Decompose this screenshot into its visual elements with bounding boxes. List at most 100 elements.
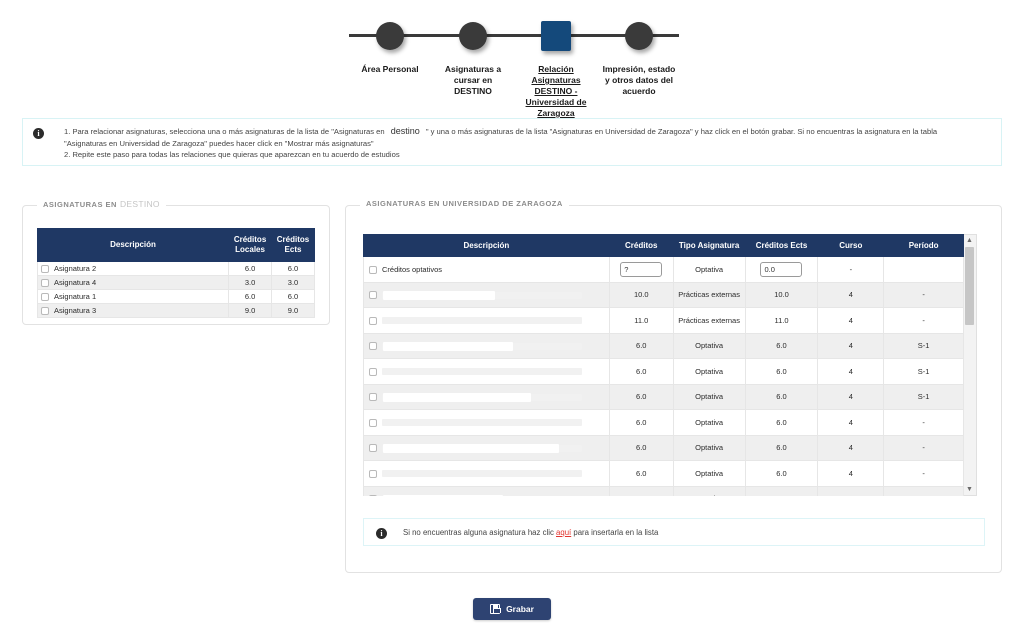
right-col-descripcion: Descripción — [363, 234, 610, 257]
table-row[interactable]: Créditos optativos? Optativa 0.0- — [363, 256, 964, 283]
row-tipo-asignatura: Prácticas externas — [672, 281, 746, 308]
row-descripcion-cell[interactable]: Asignatura 3 — [36, 303, 230, 318]
step-asignaturas-destino[interactable]: Asignaturas a cursar en DESTINO — [432, 8, 514, 97]
row-redacted-text — [382, 470, 582, 478]
row-checkbox[interactable] — [369, 418, 377, 427]
row-creditos-ects[interactable]: 0.0 — [744, 256, 819, 283]
right-table-scrollbar[interactable]: ▲ ▼ — [964, 234, 977, 496]
row-descripcion-cell[interactable]: Asignatura 1 — [36, 289, 230, 304]
row-tipo-asignatura: Optativa — [672, 383, 746, 410]
row-checkbox[interactable] — [369, 342, 377, 350]
row-creditos-ects: 10.0 — [744, 281, 819, 308]
step-circle-icon — [625, 22, 653, 50]
row-checkbox[interactable] — [41, 265, 49, 273]
row-curso: 4 — [817, 307, 885, 334]
instructions-line2: "Asignaturas en Universidad de Zaragoza"… — [64, 138, 374, 148]
row-checkbox[interactable] — [369, 291, 377, 299]
scrollbar-thumb[interactable] — [965, 247, 974, 325]
save-button[interactable]: Grabar — [473, 598, 551, 620]
row-checkbox[interactable] — [369, 495, 377, 496]
row-checkbox[interactable] — [369, 367, 377, 376]
stepper-connector-line — [349, 34, 679, 37]
row-periodo: S-1 — [883, 358, 964, 385]
right-col-creditos-ects: Créditos Ects — [744, 234, 819, 257]
table-row[interactable]: 11.0 Prácticas externas 11.0 4- — [363, 307, 964, 334]
row-checkbox[interactable] — [41, 279, 49, 287]
row-creditos-ects: 6.0 — [744, 383, 819, 410]
row-creditos-locales: 6.0 — [228, 289, 273, 304]
row-checkbox[interactable] — [369, 469, 377, 478]
step-area-personal[interactable]: Área Personal — [349, 8, 431, 75]
table-row[interactable]: Asignatura 3 9.0 9.0 — [36, 303, 315, 318]
row-curso: 4 — [817, 281, 885, 308]
table-row[interactable]: 6.0 Optativa 6.0 4 S-1 — [363, 332, 964, 359]
step-relacion-asignaturas[interactable]: Relación Asignaturas DESTINO - Universid… — [515, 8, 597, 119]
row-periodo: - — [883, 281, 964, 308]
row-descripcion-text: Asignatura 4 — [54, 277, 97, 287]
scroll-up-arrow-icon[interactable]: ▲ — [964, 235, 975, 246]
row-descripcion-cell[interactable] — [363, 383, 610, 410]
table-row[interactable]: 6.0 Optativa 6.0 4 S-1 — [363, 383, 964, 410]
row-tipo-asignatura: Optativa — [672, 358, 746, 385]
insert-here-link[interactable]: aquí — [556, 527, 572, 537]
step-label-impresion-estado: Impresión, estado y otros datos del acue… — [602, 64, 676, 96]
row-curso: 4 — [817, 460, 885, 487]
row-descripcion-cell[interactable] — [363, 485, 610, 496]
row-descripcion-cell[interactable] — [363, 307, 610, 334]
row-checkbox[interactable] — [369, 265, 377, 274]
step-node-wrap — [598, 8, 680, 64]
instructions-line3: 2. Repite este paso para todas las relac… — [64, 150, 400, 159]
panel-right-legend: ASIGNATURAS EN UNIVERSIDAD DE ZARAGOZA — [360, 199, 569, 208]
row-periodo: - — [883, 409, 964, 436]
row-checkbox[interactable] — [369, 393, 377, 401]
info-icon: i — [376, 527, 387, 539]
table-row[interactable]: Asignatura 1 6.0 6.0 — [36, 289, 315, 304]
row-creditos[interactable]: ? — [608, 256, 674, 283]
right-table-container: Descripción Créditos Tipo Asignatura Cré… — [363, 234, 978, 496]
row-descripcion-cell[interactable] — [363, 281, 610, 308]
row-descripcion-cell[interactable]: Asignatura 2 — [36, 261, 230, 276]
left-table-header-row: Descripción Créditos Locales Créditos Ec… — [36, 228, 315, 262]
row-redaction-overlay — [383, 341, 513, 351]
right-col-curso: Curso — [817, 234, 885, 257]
row-curso: 4 — [817, 383, 885, 410]
row-periodo: - — [883, 460, 964, 487]
row-creditos-ects: 6.0 — [744, 460, 819, 487]
row-curso: 4 — [817, 434, 885, 461]
row-descripcion-cell[interactable] — [363, 409, 610, 436]
row-descripcion-cell[interactable] — [363, 358, 610, 385]
right-table-scrollarea[interactable]: Descripción Créditos Tipo Asignatura Cré… — [363, 234, 964, 496]
row-checkbox[interactable] — [369, 316, 377, 325]
creditos-input[interactable]: ? — [620, 261, 663, 277]
row-descripcion-cell[interactable] — [363, 434, 610, 461]
row-descripcion-cell[interactable]: Créditos optativos — [363, 256, 610, 283]
row-descripcion-cell[interactable]: Asignatura 4 — [36, 275, 230, 290]
table-row[interactable]: Asignatura 2 6.0 6.0 — [36, 261, 315, 276]
left-col-creditos-locales: Créditos Locales — [228, 228, 273, 262]
row-tipo-asignatura: Optativa — [672, 409, 746, 436]
step-label-relacion-asignaturas: Relación Asignaturas DESTINO - Universid… — [525, 64, 587, 118]
row-descripcion-text: Asignatura 2 — [54, 263, 97, 273]
row-creditos-ects: 6.0 — [744, 358, 819, 385]
table-row[interactable]: 10.0 Prácticas externas 10.0 4- — [363, 281, 964, 308]
right-col-tipo-asignatura: Tipo Asignatura — [672, 234, 746, 257]
table-row[interactable]: 6.0 Optativa 6.0 4 S-1 — [363, 358, 964, 385]
row-descripcion-cell[interactable] — [363, 460, 610, 487]
row-creditos-ects: 6.0 — [271, 261, 315, 276]
step-impresion-estado[interactable]: Impresión, estado y otros datos del acue… — [598, 8, 680, 97]
panel-asignaturas-destino: ASIGNATURAS EN DESTINO Descripción Crédit… — [22, 199, 330, 325]
row-checkbox[interactable] — [369, 444, 377, 452]
creditos-ects-input[interactable]: 0.0 — [760, 261, 803, 277]
instructions-line1-part1: 1. Para relacionar asignaturas, seleccio… — [64, 127, 385, 136]
row-checkbox[interactable] — [41, 293, 49, 301]
row-checkbox[interactable] — [41, 307, 49, 315]
floppy-disk-icon — [490, 604, 501, 614]
table-row[interactable]: Asignatura 4 3.0 3.0 — [36, 275, 315, 290]
scroll-down-arrow-icon[interactable]: ▼ — [964, 484, 975, 495]
row-descripcion-cell[interactable] — [363, 332, 610, 359]
insert-asignatura-banner: i Si no encuentras alguna asignatura haz… — [363, 518, 985, 546]
